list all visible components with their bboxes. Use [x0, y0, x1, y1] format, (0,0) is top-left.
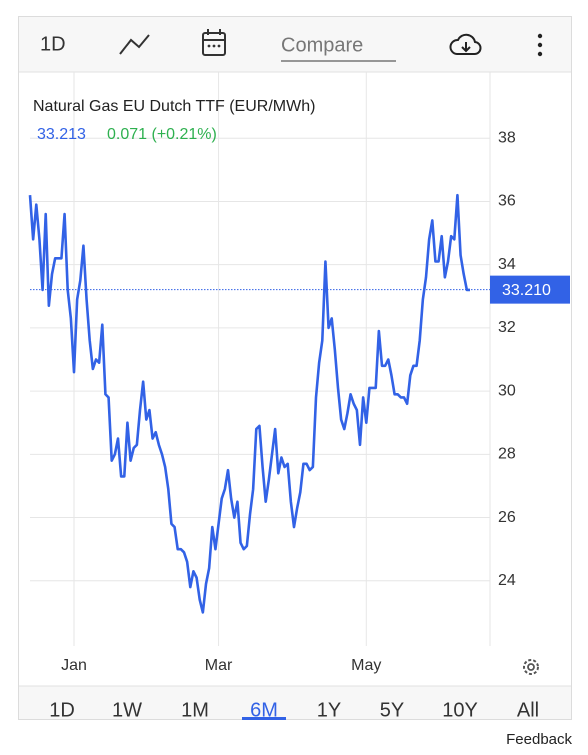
- y-tick-label: 36: [498, 193, 516, 210]
- x-tick-label: Jan: [61, 657, 87, 674]
- y-tick-label: 26: [498, 509, 516, 526]
- range-button[interactable]: 1W: [112, 699, 142, 721]
- range-bar: [19, 686, 571, 719]
- download-icon[interactable]: [449, 33, 482, 55]
- y-tick-label: 38: [498, 129, 516, 146]
- range-button[interactable]: 10Y: [442, 699, 478, 721]
- chart-title: Natural Gas EU Dutch TTF (EUR/MWh): [33, 98, 315, 115]
- price-line-series: [28, 193, 470, 614]
- y-tick-label: 30: [498, 382, 516, 399]
- range-button[interactable]: All: [517, 699, 539, 721]
- y-tick-label: 28: [498, 446, 516, 463]
- range-button[interactable]: 1M: [181, 699, 209, 721]
- x-tick-label: May: [351, 657, 381, 674]
- x-tick-label: Mar: [205, 657, 233, 674]
- chart-type-icon[interactable]: [119, 34, 150, 55]
- last-price-label: 33.210: [502, 282, 551, 299]
- active-range-underline: [242, 717, 286, 720]
- range-button[interactable]: 5Y: [380, 699, 404, 721]
- range-button[interactable]: 6M: [250, 699, 278, 721]
- price-change: 0.071 (+0.21%): [107, 126, 217, 143]
- y-tick-label: 24: [498, 572, 516, 589]
- range-button[interactable]: 1D: [49, 699, 75, 721]
- interval-button[interactable]: 1D: [40, 33, 66, 55]
- last-price: 33.213: [37, 126, 86, 143]
- calendar-icon[interactable]: [202, 29, 226, 56]
- y-tick-label: 34: [498, 256, 516, 273]
- widget-frame: [18, 16, 572, 720]
- range-button[interactable]: 1Y: [317, 699, 341, 721]
- menu-icon[interactable]: [537, 33, 543, 57]
- y-tick-label: 32: [498, 319, 516, 336]
- last-price-box: [490, 275, 570, 304]
- compare-input[interactable]: Compare: [281, 34, 363, 56]
- feedback-link[interactable]: Feedback: [506, 731, 572, 748]
- settings-icon[interactable]: [523, 659, 539, 675]
